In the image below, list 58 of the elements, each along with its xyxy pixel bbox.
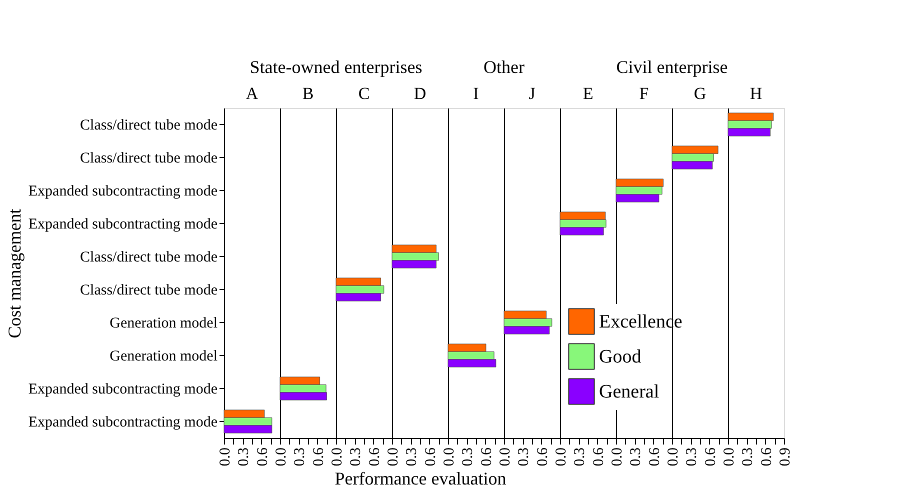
x-tick-label: 0.0 <box>498 448 514 466</box>
x-tick-label: 0.6 <box>646 447 663 466</box>
x-tick-label: 0.3 <box>628 448 644 466</box>
chart-title: F <box>639 84 649 103</box>
y-tick-label: Generation model <box>110 316 218 332</box>
x-tick-label: 0.3 <box>572 448 588 466</box>
legend-label: Good <box>599 346 642 368</box>
x-tick-label: 0.0 <box>666 448 682 466</box>
chart-title: I <box>473 84 480 103</box>
chart-title: B <box>302 84 314 103</box>
chart-title: G <box>694 84 706 103</box>
chart-title: D <box>414 84 426 103</box>
x-tick-label: 0.0 <box>330 448 346 466</box>
y-axis-title: Cost management <box>4 208 24 338</box>
y-tick-label: Expanded subcontracting mode <box>28 216 218 232</box>
chart-title: C <box>358 84 370 103</box>
x-tick-label: 0.6 <box>534 447 551 466</box>
x-tick-label: 0.6 <box>758 447 775 466</box>
x-tick-label: 0.6 <box>422 447 439 466</box>
x-tick-label: 0.0 <box>442 448 458 466</box>
text: Civil enterprise <box>616 57 728 77</box>
x-tick-label: 0.0 <box>274 448 290 466</box>
x-tick-label: 0.3 <box>684 448 700 466</box>
y-tick-label: Class/direct tube mode <box>80 250 218 266</box>
y-tick-label: Expanded subcontracting mode <box>28 414 218 430</box>
x-tick-label: 0.6 <box>254 447 271 466</box>
y-tick-label: Class/direct tube mode <box>80 282 218 298</box>
legend-label: General <box>599 382 660 402</box>
x-tick-label: 0.3 <box>740 448 756 466</box>
y-tick-label: Class/direct tube mode <box>80 150 218 166</box>
x-tick-label: 0.0 <box>386 448 402 466</box>
x-tick-label: 0.6 <box>310 447 327 466</box>
chart-title: A <box>246 84 259 103</box>
x-tick-label: 0.3 <box>460 448 476 466</box>
y-tick-label: Generation model <box>110 348 218 364</box>
x-tick-label: 0.9 <box>778 448 794 466</box>
x-tick-label: 0.3 <box>404 448 420 466</box>
x-tick-label: 0.3 <box>236 448 252 466</box>
x-tick-label: 0.6 <box>702 447 719 466</box>
x-tick-label: 0.3 <box>516 448 532 466</box>
x-tick-label: 0.3 <box>292 448 308 466</box>
text: Other <box>484 57 524 77</box>
x-tick-label: 0.6 <box>590 447 607 466</box>
x-tick-label: 0.6 <box>366 447 383 466</box>
x-axis-title: Performance evaluation <box>334 468 506 488</box>
x-tick-label: 0.3 <box>348 448 364 466</box>
text: State-owned enterprises <box>250 57 422 77</box>
chart-title: E <box>582 84 594 103</box>
x-tick-label: 0.0 <box>554 448 570 466</box>
y-tick-label: Expanded subcontracting mode <box>28 382 218 398</box>
x-tick-label: 0.0 <box>722 448 738 466</box>
chart-title: H <box>750 84 762 103</box>
y-tick-label: Expanded subcontracting mode <box>28 184 218 200</box>
x-tick-label: 0.0 <box>218 448 234 466</box>
x-tick-label: 0.0 <box>610 448 626 466</box>
chart-title: J <box>528 84 536 103</box>
y-tick-label: Class/direct tube mode <box>80 118 218 134</box>
x-tick-label: 0.6 <box>478 447 495 466</box>
